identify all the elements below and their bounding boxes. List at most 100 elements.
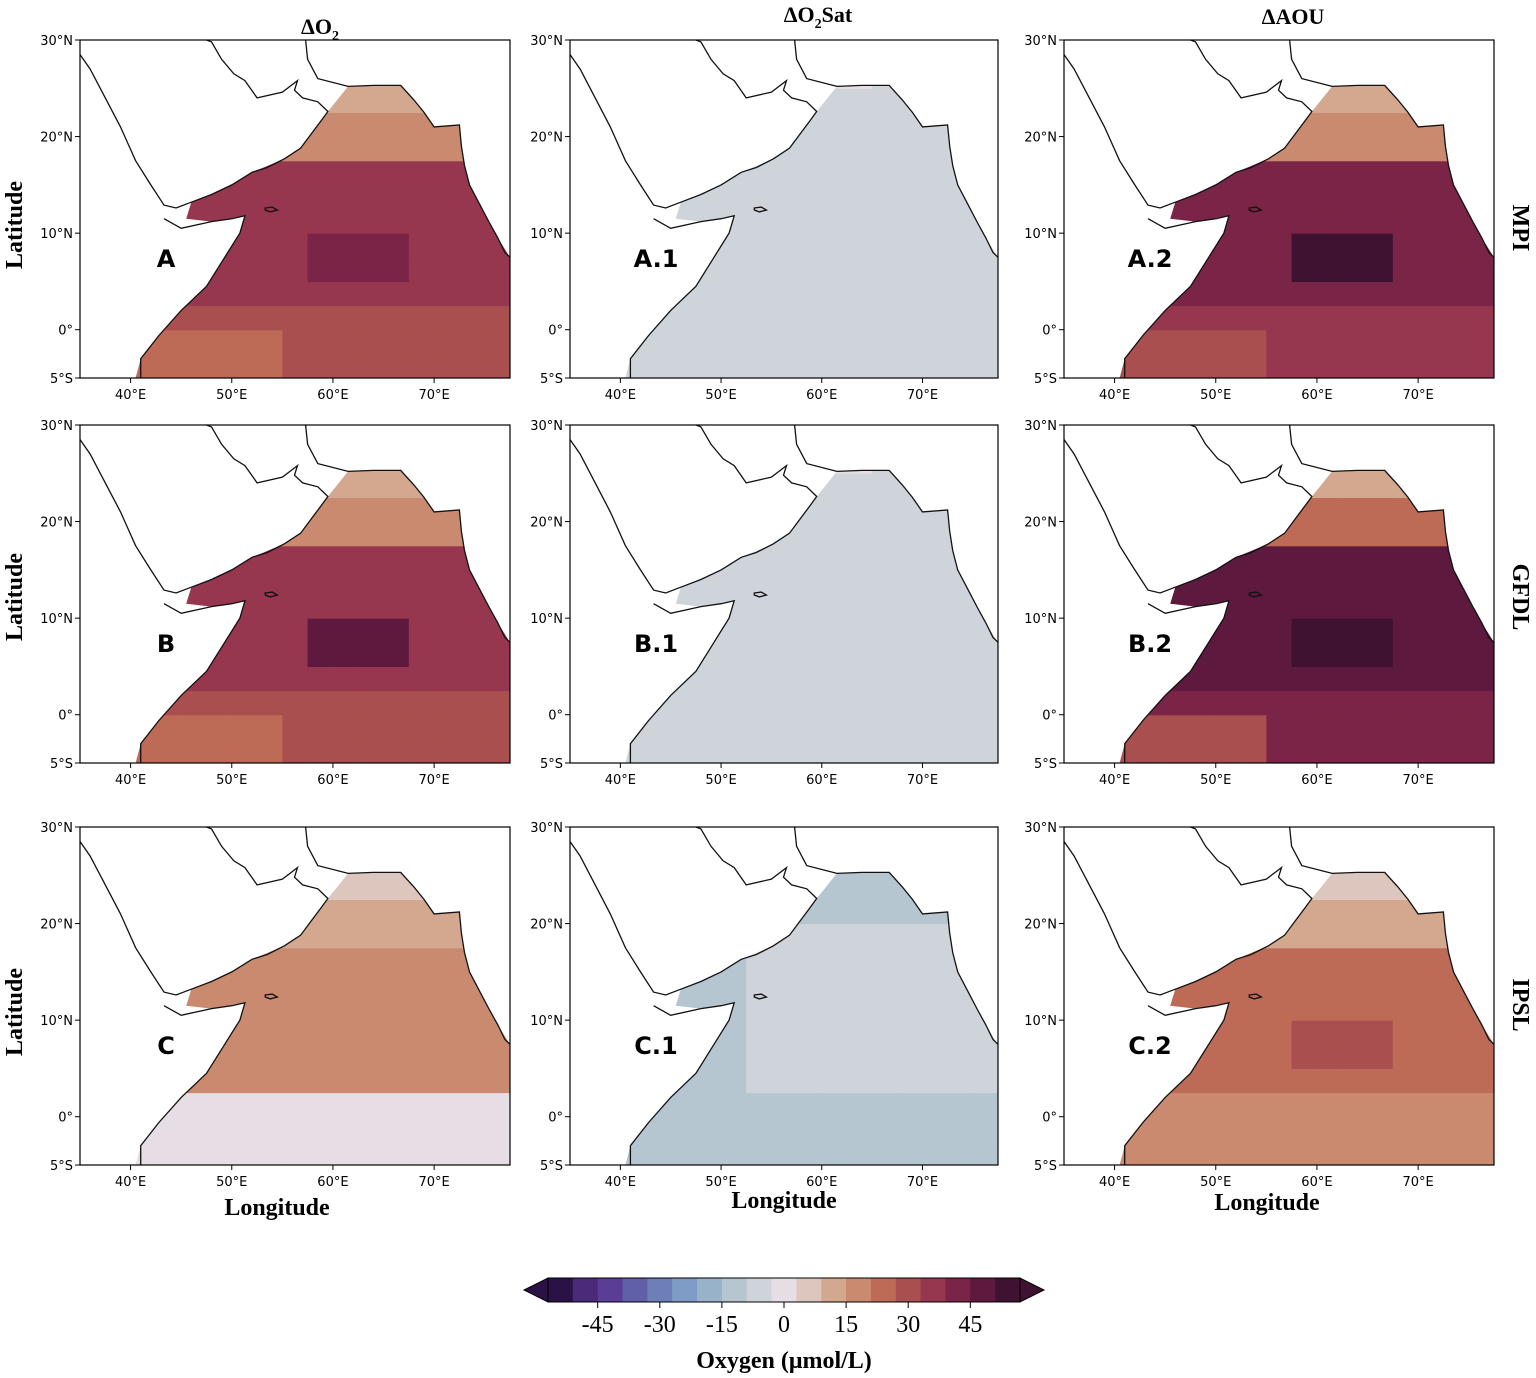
field-cell [1367, 1068, 1394, 1094]
colorbar-swatch [870, 1278, 897, 1302]
field-cell [771, 738, 798, 763]
field-cell [383, 618, 410, 643]
field-cell [332, 1116, 359, 1142]
coastline [304, 424, 511, 643]
field-cell [1342, 136, 1369, 162]
field-cell [1367, 872, 1394, 876]
field-cell [1342, 1092, 1369, 1118]
field-cell [796, 1092, 823, 1118]
field-cell [947, 233, 974, 258]
lat-tick-label: 10°N [1024, 612, 1057, 627]
field-cell [1291, 947, 1318, 973]
field-cell [897, 1020, 924, 1045]
field-cell [922, 545, 949, 571]
field-cell [796, 209, 823, 234]
field-cell [1443, 257, 1470, 282]
lat-tick-label: 0° [548, 324, 563, 339]
coastline [79, 826, 329, 996]
field-cell [282, 353, 309, 379]
field-cell [1418, 947, 1444, 973]
field-cell [206, 1068, 233, 1094]
field-cell [434, 569, 460, 595]
lon-tick-label: 60°E [317, 388, 348, 403]
field-cell [1418, 136, 1444, 162]
field-cell [155, 1140, 182, 1165]
field-cell [897, 305, 924, 331]
field-cell [695, 1140, 722, 1165]
field-cell [1443, 1140, 1470, 1165]
field-cell [821, 1068, 848, 1094]
field-cell [746, 690, 772, 716]
field-cell [1367, 160, 1394, 186]
field-cell [746, 257, 772, 282]
field-cell [922, 257, 949, 282]
island-outline [1248, 206, 1263, 213]
field-cell [358, 1068, 385, 1094]
field-cell [1215, 714, 1242, 740]
field-cell [358, 738, 385, 763]
field-cell [1418, 569, 1444, 595]
field-cell [1241, 1068, 1267, 1094]
ylabel-row-2: Latitude [2, 553, 28, 641]
field-cell [1342, 996, 1369, 1021]
field-cell [282, 281, 309, 307]
field-cell [922, 923, 949, 949]
field-cell [922, 1092, 949, 1118]
field-cell [1241, 305, 1267, 331]
field-cell [383, 85, 410, 89]
field-cell [1468, 690, 1494, 716]
field-cell [746, 1068, 772, 1094]
field-cell [408, 1068, 435, 1094]
island-outline [1248, 993, 1263, 1000]
field-cell [771, 1092, 798, 1118]
field-cell [1367, 996, 1394, 1021]
field-cell [206, 1116, 233, 1142]
field-cell [897, 1044, 924, 1069]
field-cell [1342, 305, 1369, 331]
field-cell [408, 642, 435, 667]
lat-tick-label: 20°N [1024, 131, 1057, 146]
field-cell [695, 353, 722, 379]
field-cell [922, 521, 949, 547]
field-cell [922, 1044, 949, 1069]
field-cell [796, 1020, 823, 1045]
field-cell [1215, 329, 1242, 355]
field-cell [1266, 329, 1293, 355]
field-cell [1291, 569, 1318, 595]
field-cell [1392, 1116, 1419, 1142]
field-cell [1367, 353, 1394, 379]
field-cell [922, 329, 949, 355]
field-cell [746, 233, 772, 258]
field-cell [307, 233, 334, 258]
field-cell [846, 996, 873, 1021]
map-panel-b-2: 30°N 20°N 10°N 0° 5°S 40°E 50°E 60°E 70°E B.2 [1024, 419, 1495, 788]
field-cell [1367, 257, 1394, 282]
field-cell [796, 305, 823, 331]
field-cell [721, 738, 747, 763]
lat-tick-label: 0° [1042, 709, 1057, 724]
field-cell [257, 329, 283, 355]
field-cell [1165, 353, 1192, 379]
field-cell [872, 875, 898, 900]
field-cell [231, 690, 258, 716]
lat-tick-label: 0° [548, 709, 563, 724]
field-cell [1367, 594, 1394, 619]
field-cell [257, 305, 283, 331]
field-cell [1367, 136, 1394, 162]
field-cell [1342, 281, 1369, 307]
field-cell [257, 666, 283, 692]
field-cell [1241, 594, 1267, 619]
field-cell [257, 971, 283, 997]
xlabel-col-3: Longitude [1214, 1190, 1320, 1216]
field-cell [1418, 521, 1444, 547]
field-cell [796, 738, 823, 763]
field-cell [1316, 112, 1343, 138]
field-cell [332, 521, 359, 547]
field-cell [1215, 666, 1242, 692]
field-cell [695, 1068, 722, 1094]
field-cell [897, 281, 924, 307]
field-cell [484, 257, 510, 282]
lon-tick-label: 60°E [806, 773, 837, 788]
lon-tick-label: 40°E [1099, 388, 1130, 403]
field-cell [972, 1140, 998, 1165]
